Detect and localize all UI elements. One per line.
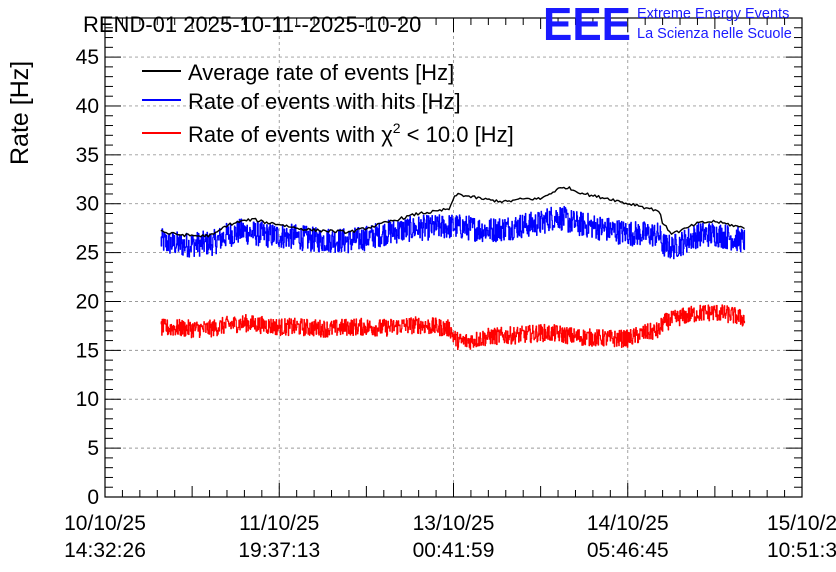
y-tick-label: 45: [76, 46, 99, 69]
legend-label-suffix: < 10.0 [Hz]: [401, 122, 514, 147]
x-tick-date-label: 10/10/25: [64, 512, 146, 535]
legend: Average rate of events [Hz] Rate of event…: [142, 60, 514, 147]
eee-logo-line1: Extreme Energy Events: [637, 6, 789, 22]
series-line-2: [160, 205, 746, 260]
y-tick-label: 5: [87, 437, 99, 460]
series-line-1: [160, 186, 745, 238]
x-tick-time-label: 14:32:26: [64, 539, 146, 562]
legend-label-text: Rate of events with χ: [188, 122, 393, 147]
tick-layer: [104, 17, 803, 498]
eee-logo-mark: EEE: [543, 0, 631, 50]
eee-logo-line2: La Scienza nelle Scuole: [637, 26, 792, 42]
y-tick-label: 20: [76, 290, 99, 313]
x-tick-time-label: 00:41:59: [413, 539, 495, 562]
y-axis-label: Rate [Hz]: [6, 61, 34, 165]
legend-label-3: Rate of events with χ2 < 10.0 [Hz]: [188, 120, 514, 147]
legend-label-2: Rate of events with hits [Hz]: [188, 89, 461, 114]
legend-label-1: Average rate of events [Hz]: [188, 60, 454, 85]
label-layer: 0 5 10 15 20 25 30 35 40 45 10/10/25 14:32:26 11/10/…: [64, 46, 836, 562]
x-tick-date-label: 13/10/25: [413, 512, 495, 535]
legend-label-text: Rate of events with hits [Hz]: [188, 89, 461, 114]
chart-title: REND-01 2025-10-11--2025-10-20: [83, 12, 421, 37]
y-tick-label: 40: [76, 95, 99, 118]
y-tick-label: 0: [87, 486, 99, 509]
series-layer: [160, 186, 746, 351]
grid-layer: [105, 18, 802, 497]
y-tick-label: 30: [76, 193, 99, 216]
x-tick-time-label: 10:51:3: [767, 539, 836, 562]
legend-label-superscript: 2: [393, 120, 401, 136]
y-tick-label: 10: [76, 388, 99, 411]
y-tick-label: 25: [76, 242, 99, 265]
series-line-3: [160, 304, 746, 351]
x-tick-date-label: 11/10/25: [239, 512, 319, 535]
x-tick-date-label: 14/10/25: [587, 512, 669, 535]
x-tick-time-label: 05:46:45: [587, 539, 669, 562]
x-tick-date-label: 15/10/2: [767, 512, 836, 535]
y-tick-label: 15: [76, 339, 99, 362]
eee-logo: EEE Extreme Energy Events La Scienza nel…: [543, 0, 792, 50]
y-tick-label: 35: [76, 144, 99, 167]
legend-label-text: Average rate of events [Hz]: [188, 60, 454, 85]
x-tick-time-label: 19:37:13: [238, 539, 320, 562]
